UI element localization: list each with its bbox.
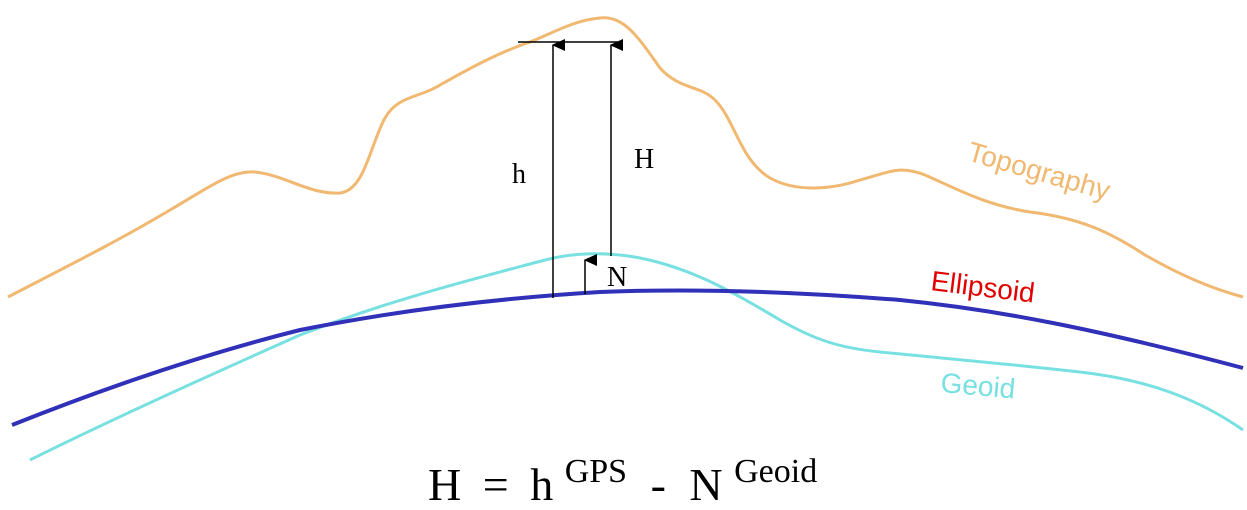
formula-h: h — [530, 459, 553, 510]
geoid-curve — [29, 252, 1244, 462]
ellipsoid-label: Ellipsoid — [929, 265, 1036, 308]
h-label: h — [512, 159, 526, 190]
formula-N: N — [689, 459, 722, 510]
topography-curve — [7, 16, 1244, 299]
topography-label: Topography — [964, 136, 1113, 206]
formula-H: H — [428, 459, 461, 510]
N-label: N — [607, 262, 627, 293]
formula-h-superscript: GPS — [565, 453, 627, 490]
formula-equals: = — [483, 459, 509, 510]
geoid-label: Geoid — [939, 367, 1016, 404]
formula-minus: - — [651, 459, 666, 510]
H-label: H — [634, 144, 654, 175]
formula-N-superscript: Geoid — [734, 453, 817, 490]
ellipsoid-curve — [11, 288, 1244, 427]
formula: H = h GPS - N Geoid — [428, 441, 817, 510]
